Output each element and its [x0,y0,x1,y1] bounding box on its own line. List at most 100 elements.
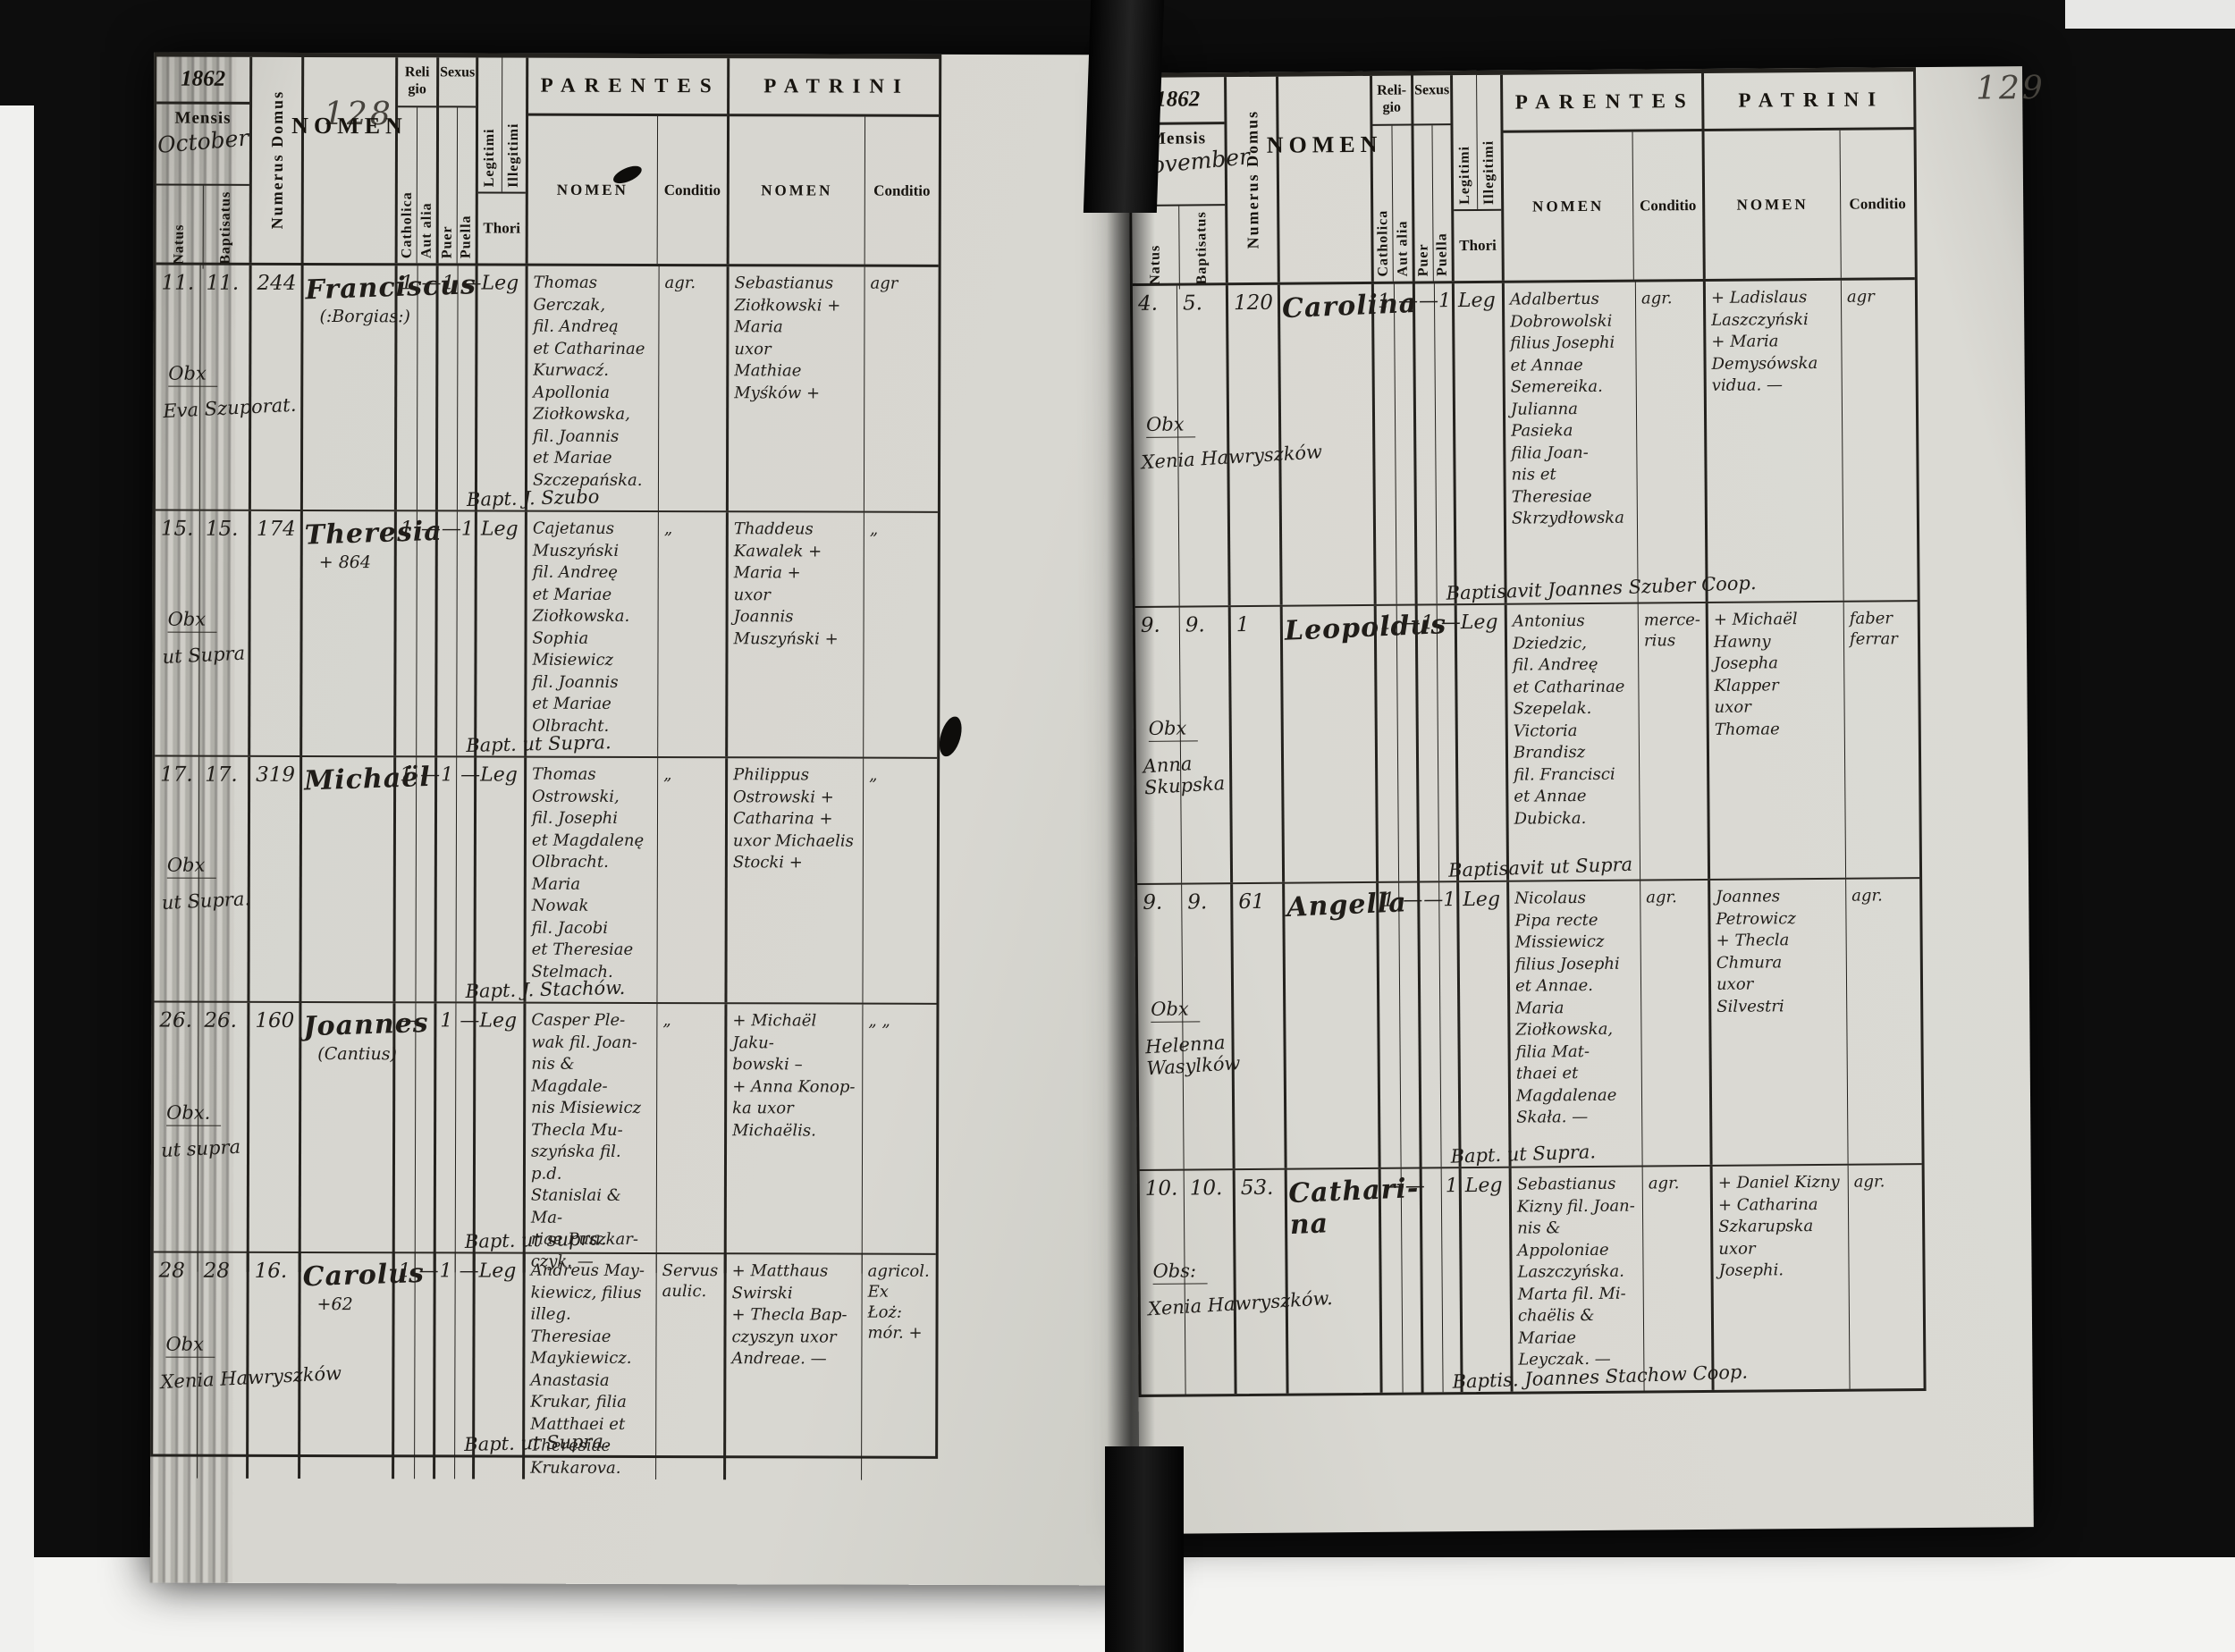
godparents-name-label: NOMEN [1704,130,1842,279]
house-number-cell: 244 [250,265,304,510]
puella-mark: — [457,266,482,510]
right-page: 129 1862 Mensis November Natus Baptisatu… [1128,66,2045,1534]
puella-mark: 1 [1441,1168,1463,1393]
aut-alia-mark: — [1401,1168,1425,1393]
illegitimi-label: Illegitimi [1480,139,1497,205]
religion-header: Reli gio Catholica Aut alia [397,57,440,264]
name-header: NOMEN [1267,75,1383,282]
puer-mark: — [1420,882,1443,1167]
aut-alia-mark: — [417,511,441,756]
legitimacy-header: Legitimi Illegitimi Thori [1453,74,1505,282]
catholica-mark: 1 [396,511,417,756]
patrini-title: PATRINI [730,58,940,117]
margin-note-obiit: Obs: [1152,1260,1208,1285]
record-row: 11. 11. 244 Franciscus (:Borgias:) 1 — 1… [155,265,939,513]
godparents-condition-cell: agr. [1851,886,1883,906]
catholica-mark: — [1380,1168,1404,1393]
puer-mark: 1 [435,1003,457,1273]
house-number-cell: 53. [1235,1169,1289,1395]
natus-label: Natus [171,223,187,265]
parents-condition-label: Conditio [663,181,721,198]
godparents-cell: + Ladislaus Laszczyński + Maria Demysóws… [1705,280,1844,602]
parents-condition-cell: merce- rius [1638,603,1711,880]
puer-label: Puer [1415,243,1431,277]
godparents-cell: Thaddeus Kawalek + Maria + uxor Joannis … [728,512,864,757]
date-columns-header: 1862 Mensis October Natus Baptisatus [156,56,253,269]
natus-cell: 17. [154,756,200,1001]
illegitimi-label: Illegitimi [505,122,522,188]
patrini-title: PATRINI [1704,72,1914,131]
godparents-cell: Sebastianus Ziołkowski + Maria uxor Math… [728,266,865,511]
book-gutter-shadow [1107,0,1155,1652]
baptisatus-cell: 17. [198,756,251,1001]
natus-cell: 28 [153,1252,198,1479]
baptisatus-cell: 9. [1179,607,1234,883]
parents-condition-cell: „ [657,758,729,1003]
record-row: 10. 10. 53. Cathari- na — — 1 Leg Sebast… [1139,1165,1924,1395]
legitimacy-mark: Leg [1456,604,1510,881]
puella-mark: 1 [1439,882,1462,1167]
parents-header: PARENTES NOMEN Conditio [1503,72,1706,281]
name-cell: Michaël [301,756,431,1002]
sex-header: Sexus Puer Puella [438,57,479,264]
legitimacy-mark: Leg [476,757,527,1002]
puer-mark: 1 [437,266,459,510]
godparents-condition-cell: faber ferrar [1849,609,1898,649]
puella-mark: — [456,757,480,1002]
record-row: 15. 15. 174 Theresia + 864 1 — — 1 Leg C… [155,510,938,759]
godparents-cell: + Michaël Hawny Josepha Klapper uxor Tho… [1708,602,1847,879]
aut-alia-mark: — [1396,605,1421,881]
puella-mark: 1 [1434,283,1457,604]
catholica-mark: 1 [394,1253,416,1479]
natus-cell: 26. [153,1002,199,1272]
aut-alia-mark: — [1394,283,1418,604]
puella-label: Puella [1434,232,1450,277]
legitimacy-mark: Leg [1459,881,1512,1167]
catholica-mark: 1 [1373,283,1397,604]
scanner-bed-top-right [2065,0,2235,29]
house-number-cell: 1 [1230,606,1286,883]
scanner-bed-left [0,105,34,1652]
legitimi-label: Legitimi [1456,146,1473,206]
baptisatus-cell: 28 [198,1252,249,1479]
catholica-mark: 1 [396,266,418,510]
religio-label: Reli gio [398,57,437,108]
parents-cell: Adalbertus Dobrowolski filius Josephi et… [1504,282,1639,603]
register-table-left: 1862 Mensis October Natus Baptisatus Num… [150,52,942,1480]
godparents-condition-cell: agr. [1853,1172,1885,1192]
catholica-mark: — [394,1003,418,1273]
year-label: 1862 [156,56,250,105]
parents-header: PARENTES NOMEN Conditio [527,57,730,265]
godparents-header: PATRINI NOMEN Conditio [729,58,940,265]
baptisatus-label: Baptisatus [1193,211,1210,285]
record-row: 9. 9. 1 Leopoldus 1 — 1 — Leg Antonius D… [1134,602,1920,885]
parents-condition-cell: agr. [1642,1166,1715,1391]
baptisatus-cell: 11. [199,265,252,510]
margin-note-obiit: Obx [1151,998,1200,1024]
margin-note-obiit: Obx [167,608,217,633]
aut-alia-mark: — [416,757,440,1002]
house-number-cell: 174 [250,510,303,755]
thori-label: Thori [1459,236,1497,255]
sexus-label: Sexus [1413,75,1451,126]
legitimacy-mark: Leg [1454,282,1507,604]
parents-cell: Antonius Dziedzic, fil. Andreę et Cathar… [1506,603,1641,881]
parents-name-label: NOMEN [1503,131,1634,281]
parents-condition-cell: „ [658,512,729,757]
left-page: 1 28 1862 Mensis October Natus Baptisatus… [149,52,1154,1586]
godparents-condition-cell: agr [870,274,898,293]
page-number-right: 129 [1976,69,2046,107]
aut-alia-label: Aut alia [418,202,434,259]
record-row: 26. 26. 160 Joannes (Cantius) — 1 — Leg … [153,1002,937,1274]
godparents-condition-label: Conditio [1849,194,1906,213]
religion-header: Reli- gio Catholica Aut alia [1372,75,1415,282]
record-row: 17. 17. 319 Michaël 1 — 1 — Leg Thomas O… [154,756,938,1005]
godparents-name-label: NOMEN [729,116,866,265]
sexus-label: Sexus [439,57,477,108]
baptisatus-label: Baptisatus [217,190,234,265]
legitimacy-mark: Leg [477,511,527,756]
aut-alia-mark: — [415,1253,439,1479]
parents-cell: Nicolaus Pipa recte Missiewicz filius Jo… [1509,881,1643,1167]
month-handwritten: October [156,124,250,158]
thori-label: Thori [483,219,521,237]
